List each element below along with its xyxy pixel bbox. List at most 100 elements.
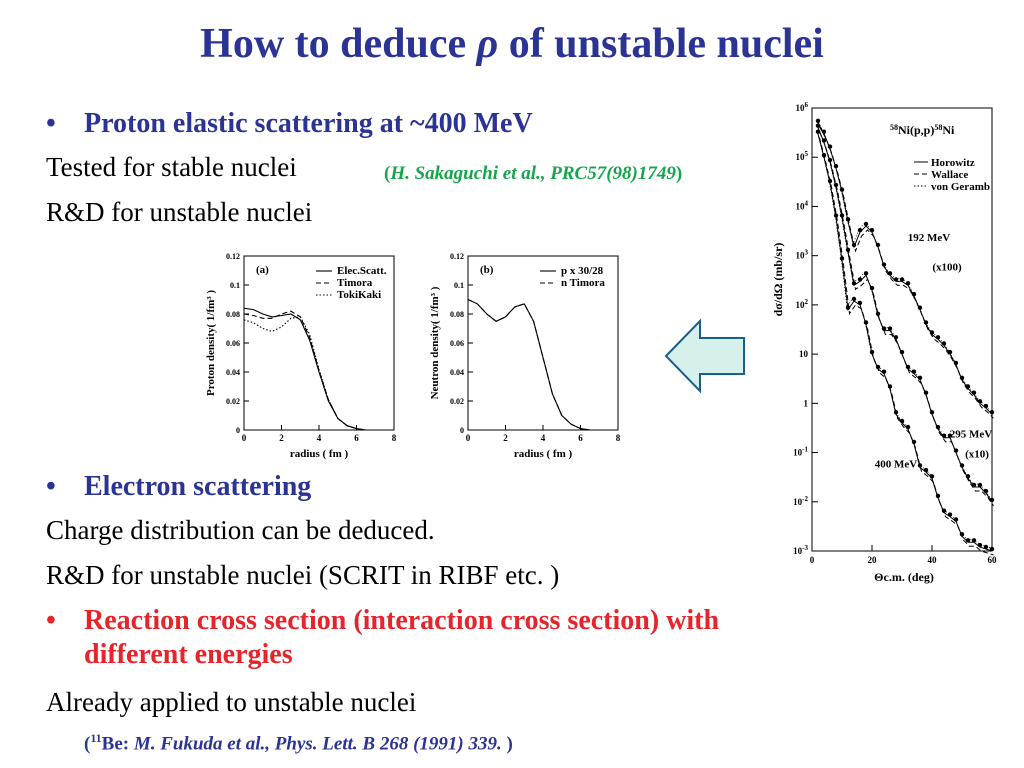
y-axis-label: Proton density( 1/fm³ ) bbox=[205, 290, 217, 396]
data-point bbox=[881, 369, 887, 374]
data-point bbox=[869, 349, 875, 355]
theory-curve-dotted bbox=[816, 130, 992, 549]
line-rd-unstable: R&D for unstable nuclei bbox=[46, 197, 313, 227]
cite-close: ) bbox=[675, 163, 683, 184]
line-already-applied: Already applied to unstable nuclei bbox=[46, 687, 417, 717]
data-point bbox=[971, 482, 977, 488]
rho-symbol: ρ bbox=[476, 21, 499, 67]
bullet-text-line1: Reaction cross section (interaction cros… bbox=[84, 605, 720, 636]
data-point bbox=[947, 512, 953, 517]
legend-label: von Geramb bbox=[931, 181, 990, 193]
x-axis-label: radius ( fm ) bbox=[290, 448, 349, 460]
theory-curve-dotted bbox=[816, 119, 992, 412]
tick-exp: 4 bbox=[805, 199, 809, 207]
data-point bbox=[989, 546, 995, 552]
tick-exp: 5 bbox=[805, 150, 809, 158]
tick-base: 10 bbox=[796, 201, 806, 211]
data-point bbox=[959, 532, 965, 537]
line-tested-stable: Tested for stable nuclei bbox=[46, 152, 297, 182]
data-point bbox=[977, 542, 983, 548]
x-tick-label: 2 bbox=[503, 433, 508, 443]
data-point bbox=[827, 144, 833, 149]
bullet-text: Proton elastic scattering at ~400 MeV bbox=[84, 108, 533, 139]
data-point bbox=[887, 384, 893, 389]
y-tick-label: 0.06 bbox=[450, 339, 464, 348]
bullet-marker: • bbox=[46, 108, 56, 139]
chart-neutron-density: 0 0.02 0.04 0.06 0.08 0.1 0.12 0 2 4 6 8 radius ( fm… bbox=[429, 252, 621, 460]
data-point bbox=[845, 305, 851, 310]
data-point bbox=[869, 228, 875, 233]
data-point bbox=[935, 493, 941, 499]
data-point bbox=[911, 292, 917, 297]
cite-open: ( bbox=[384, 163, 391, 184]
data-point bbox=[965, 474, 971, 479]
data-point bbox=[851, 296, 857, 302]
data-point bbox=[833, 163, 839, 169]
data-point bbox=[923, 320, 929, 325]
data-point bbox=[917, 305, 923, 310]
cite-text: M. Fukuda et al., Phys. Lett. B 268 (199… bbox=[133, 733, 502, 755]
data-point bbox=[989, 410, 995, 415]
data-point bbox=[965, 538, 971, 543]
data-point bbox=[971, 390, 977, 395]
title-after: of unstable nuclei bbox=[498, 21, 824, 67]
data-point bbox=[935, 335, 941, 340]
title-part: 58 bbox=[890, 123, 898, 132]
y-tick-label: 102 bbox=[796, 298, 809, 310]
data-point bbox=[959, 463, 965, 468]
data-point bbox=[851, 242, 857, 248]
data-point bbox=[911, 369, 917, 374]
bullet-reaction-cross-section: • Reaction cross section (interaction cr… bbox=[46, 605, 886, 671]
data-point bbox=[887, 271, 893, 276]
y-tick-label: 103 bbox=[796, 249, 809, 261]
data-point bbox=[929, 330, 935, 335]
series-line bbox=[467, 299, 618, 431]
data-point bbox=[821, 129, 827, 134]
tick-base: 10 bbox=[796, 152, 806, 162]
data-point bbox=[863, 271, 869, 276]
curve-annotation: (x10) bbox=[965, 448, 989, 460]
y-tick-label: 0.08 bbox=[450, 310, 464, 319]
y-tick-label: 10 bbox=[799, 349, 809, 359]
data-point bbox=[953, 448, 959, 453]
data-point bbox=[839, 213, 845, 218]
data-point bbox=[953, 517, 959, 522]
y-tick-label: 0.04 bbox=[450, 368, 464, 377]
data-point bbox=[917, 463, 923, 468]
data-point bbox=[881, 262, 887, 267]
data-point bbox=[821, 153, 827, 158]
chart-proton-density: 0 0.02 0.04 0.06 0.08 0.1 0.12 0 2 4 6 8 radius ( fm… bbox=[205, 252, 397, 460]
y-tick-label: 0 bbox=[460, 426, 464, 435]
y-tick-label: 0.12 bbox=[226, 252, 240, 261]
tick-exp: -2 bbox=[802, 495, 808, 503]
data-point bbox=[893, 335, 899, 340]
y-axis-label: Neutron density( 1/fm³ ) bbox=[429, 286, 441, 399]
legend-label: TokiKaki bbox=[337, 289, 381, 301]
data-point bbox=[857, 300, 863, 306]
data-point bbox=[959, 375, 965, 380]
data-point bbox=[851, 281, 857, 286]
data-point bbox=[827, 178, 833, 184]
x-tick-label: 2 bbox=[279, 433, 284, 443]
data-point bbox=[815, 129, 821, 134]
tick-base: 1 bbox=[804, 398, 809, 408]
x-tick-label: 6 bbox=[354, 433, 359, 443]
cite-nucleus: Be: bbox=[101, 733, 134, 755]
curve-annotation: 295 MeV bbox=[950, 429, 993, 441]
series-line bbox=[467, 299, 618, 431]
data-point bbox=[899, 277, 905, 282]
legend-label: Horowitz bbox=[931, 157, 975, 169]
data-point bbox=[923, 390, 929, 395]
tick-base: 10 bbox=[799, 349, 809, 359]
tick-base: 10 bbox=[796, 103, 806, 113]
y-tick-label: 0.12 bbox=[450, 252, 464, 261]
data-point bbox=[935, 424, 941, 430]
cite-text: H. Sakaguchi et al., PRC57(98)1749 bbox=[390, 163, 676, 184]
legend-label: Wallace bbox=[931, 169, 968, 181]
data-point bbox=[857, 228, 863, 233]
citation-sakaguchi: (H. Sakaguchi et al., PRC57(98)1749) bbox=[384, 163, 682, 185]
data-point bbox=[941, 508, 947, 513]
y-tick-label: 0.08 bbox=[226, 310, 240, 319]
